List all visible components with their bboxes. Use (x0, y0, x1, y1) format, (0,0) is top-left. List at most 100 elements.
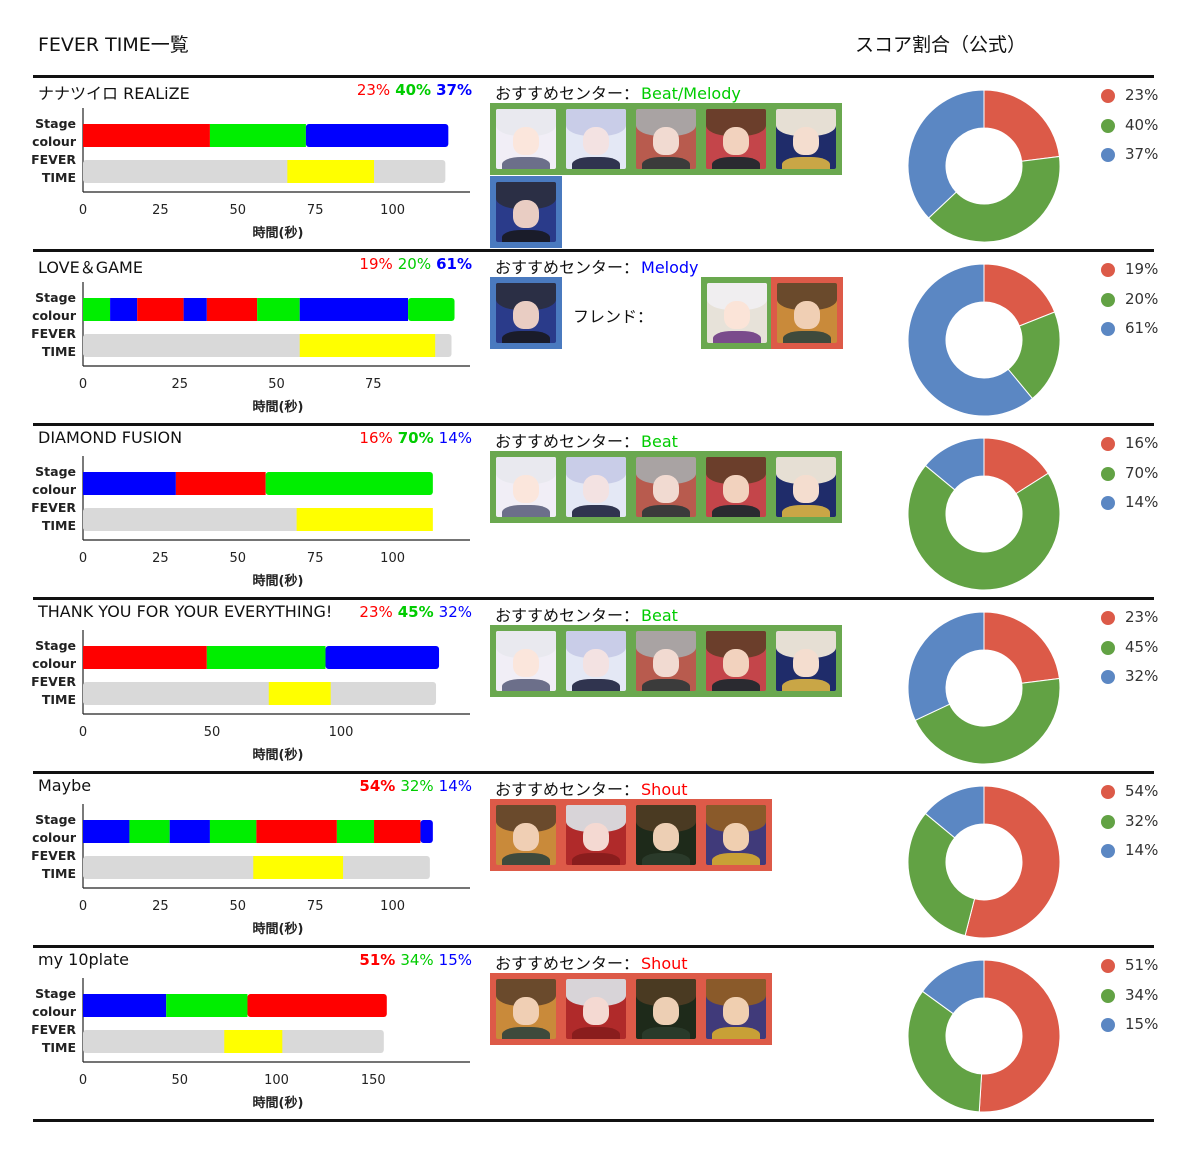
recommended-center-prefix: おすすめセンター： (495, 954, 640, 973)
color-percent: 14% (438, 429, 472, 447)
x-tick-label: 100 (380, 899, 405, 914)
x-tick-label: 75 (307, 203, 324, 218)
song-title: my 10plate (38, 950, 130, 969)
stage-colour-segment-blue (183, 298, 207, 321)
character-card-image (706, 805, 766, 865)
x-tick-label: 50 (204, 725, 221, 740)
song-row: my 10plate 51% 34% 15% Stage colour FEVER TIME 0… (0, 946, 1200, 1120)
fever-timeline-chart: Stage colour FEVER TIME 0 50 100 時間(秒) (31, 630, 470, 763)
card-face (652, 997, 680, 1025)
stage-colour-segment-green (129, 820, 170, 843)
stage-colour-segment-red (206, 298, 258, 321)
center-card-group (490, 103, 842, 175)
legend-label: 54% (1125, 782, 1159, 800)
fever-time-segment (224, 1030, 283, 1053)
legend-label: 34% (1125, 985, 1159, 1004)
color-percent: 23% (356, 81, 391, 99)
donut-slice-green (927, 155, 1061, 243)
stage-colour-segment-green (83, 298, 111, 321)
row-divider (33, 423, 1154, 426)
legend-label: 23% (1125, 608, 1159, 626)
card-outfit (642, 853, 690, 865)
stage-colour-segment-red (83, 646, 207, 669)
axis-label-time: TIME (42, 344, 76, 359)
axis-label-fever: FEVER (31, 500, 76, 515)
fever-time-background (83, 160, 446, 183)
stage-colour-segment-green (166, 994, 248, 1017)
center-card-group (490, 799, 772, 871)
x-tick-label: 25 (171, 377, 188, 392)
stage-colour-segment-blue (83, 820, 130, 843)
fever-time-segment (253, 856, 344, 879)
legend-dot (1101, 670, 1115, 684)
card-outfit (502, 853, 550, 865)
card-outfit (642, 505, 690, 517)
x-tick-label: 0 (79, 725, 87, 740)
card-face (652, 649, 680, 677)
card-outfit (782, 679, 830, 691)
character-card-image (777, 283, 837, 343)
card-outfit (642, 157, 690, 169)
recommended-center-label: おすすめセンター： Beat (495, 428, 678, 452)
legend-label: 32% (1125, 667, 1159, 685)
card-outfit (502, 157, 550, 169)
x-tick-label: 25 (152, 203, 169, 218)
donut-slice-blue (907, 611, 985, 722)
x-tick-label: 50 (230, 899, 247, 914)
x-axis-title: 時間(秒) (253, 225, 304, 241)
fever-timeline-chart: Stage colour FEVER TIME 0 25 50 75 100 時間(秒) (31, 456, 470, 589)
card-face (512, 301, 540, 329)
character-card-image (706, 109, 766, 169)
x-tick-label: 75 (307, 551, 324, 566)
center-card-group (490, 176, 562, 248)
donut-slice-green (907, 464, 1061, 591)
card-face (792, 475, 820, 503)
recommended-center-value: Beat (641, 432, 678, 451)
stage-colour-segment-green (209, 820, 257, 843)
x-tick-label: 150 (361, 1073, 386, 1088)
character-card-image (706, 457, 766, 517)
recommended-center-prefix: おすすめセンター： (495, 606, 640, 625)
color-percentages: 51% 34% 15% (354, 951, 472, 969)
character-card-image (706, 631, 766, 691)
row-divider (33, 1119, 1154, 1122)
legend-dot (1101, 263, 1115, 277)
legend-dot (1101, 292, 1115, 307)
character-card-image (636, 805, 696, 865)
axis-label-fever: FEVER (31, 152, 76, 167)
score-share-donut (907, 437, 1061, 591)
donut-slice-red (978, 959, 1061, 1113)
axis-label-stage: Stage (35, 638, 76, 653)
color-percent: 20% (397, 255, 432, 273)
donut-slice-blue (907, 263, 1034, 417)
color-percent: 16% (359, 429, 393, 447)
song-row: LOVE＆GAME 19% 20% 61% Stage colour FEVER TIME 0 2… (0, 250, 1200, 424)
legend-label: 16% (1125, 434, 1159, 452)
color-percent: 34% (400, 951, 434, 969)
x-axis-title: 時間(秒) (253, 573, 304, 589)
axis-label-time: TIME (42, 866, 76, 881)
legend-dot (1101, 118, 1115, 133)
legend-dot (1101, 640, 1115, 655)
character-card-image (776, 457, 836, 517)
score-share-title: スコア割合（公式） (855, 34, 1027, 56)
legend-label: 45% (1125, 637, 1159, 656)
stage-colour-segment-green (257, 298, 300, 321)
score-share-donut (907, 959, 1061, 1113)
axis-label-colour: colour (32, 308, 77, 323)
row-divider (33, 75, 1154, 78)
donut-slice-green (907, 990, 983, 1113)
card-outfit (502, 331, 550, 343)
card-face (582, 997, 610, 1025)
character-card-image (496, 979, 556, 1039)
recommended-center-prefix: おすすめセンター： (495, 432, 640, 451)
row-divider (33, 771, 1154, 774)
color-percent: 61% (436, 255, 472, 273)
legend-label: 40% (1125, 115, 1159, 134)
donut-slice-blue (907, 89, 985, 219)
donut-slice-blue (921, 959, 985, 1015)
song-title: ナナツイロ REALiZE (38, 84, 190, 103)
axis-label-time: TIME (42, 518, 76, 533)
axis-label-fever: FEVER (31, 1022, 76, 1037)
card-outfit (572, 1027, 620, 1039)
